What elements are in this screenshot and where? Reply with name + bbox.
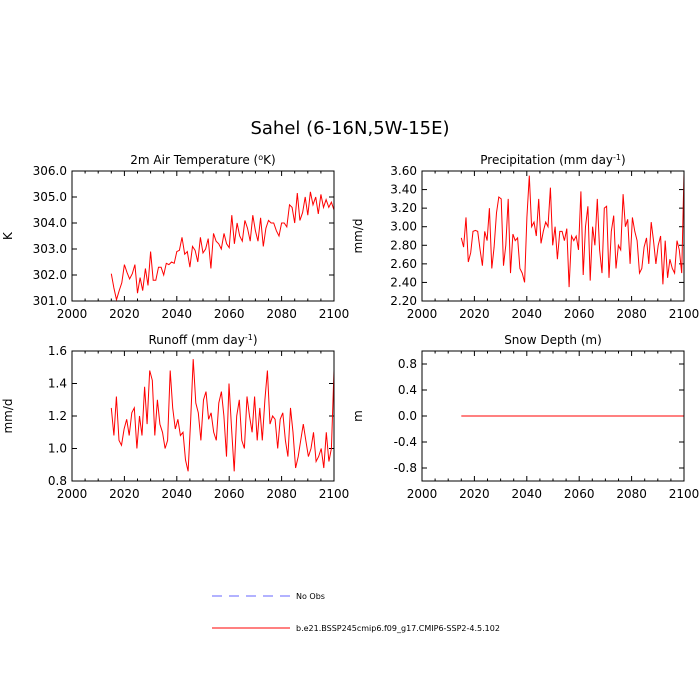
x-tick-label: 2020: [109, 487, 140, 501]
y-tick-label: 0.8: [398, 357, 417, 371]
x-tick-label: 2020: [459, 487, 490, 501]
x-tick-label: 2000: [57, 307, 88, 321]
legend: No Obs b.e21.BSSP245cmip6.f09_g17.CMIP6-S…: [212, 592, 500, 633]
series-line-1: [460, 172, 685, 288]
y-tick-label: 0.4: [398, 383, 417, 397]
y-tick-label: 1.4: [48, 377, 67, 391]
x-tick-label: 2060: [214, 487, 245, 501]
y-tick-label: 3.20: [390, 201, 417, 215]
panel-title: Runoff (mm day-1): [148, 333, 257, 348]
y-tick-label: 0.8: [48, 474, 67, 488]
x-tick-label: 2060: [564, 487, 595, 501]
x-tick-label: 2020: [109, 307, 140, 321]
y-tick-label: 2.40: [390, 275, 417, 289]
legend-label: No Obs: [296, 592, 325, 601]
y-tick-label: 1.2: [48, 409, 67, 423]
y-tick-label: 304.0: [33, 216, 67, 230]
x-tick-label: 2080: [616, 307, 647, 321]
x-tick-label: 2000: [407, 487, 438, 501]
y-tick-label: 3.00: [390, 220, 417, 234]
x-tick-label: 2060: [564, 307, 595, 321]
plot-frame: [71, 350, 335, 482]
y-tick-label: 2.20: [390, 294, 417, 308]
y-axis-label: mm/d: [351, 218, 365, 253]
panel-4: Snow Depth (m) m 2000 2020 2040 2060 2080 2100 -…: [351, 333, 699, 501]
y-axis-label: K: [1, 231, 15, 240]
panel-title: 2m Air Temperature (oK): [130, 153, 275, 168]
y-tick-label: 2.80: [390, 238, 417, 252]
y-tick-label: 303.0: [33, 242, 67, 256]
y-axis-label: m: [351, 410, 365, 422]
panel-title: Snow Depth (m): [504, 333, 602, 347]
y-tick-label: 0.0: [398, 409, 417, 423]
x-tick-label: 2100: [319, 307, 350, 321]
series-line-1: [110, 359, 335, 472]
legend-label: b.e21.BSSP245cmip6.f09_g17.CMIP6-SSP2-4.…: [296, 624, 500, 633]
panel-2: Precipitation (mm day-1) mm/d 2000 2020 2040…: [351, 153, 699, 322]
y-tick-label: 1.6: [48, 344, 67, 358]
x-tick-label: 2040: [162, 487, 193, 501]
x-tick-label: 2000: [57, 487, 88, 501]
x-tick-label: 2040: [162, 307, 193, 321]
x-tick-label: 2080: [616, 487, 647, 501]
x-tick-label: 2080: [266, 487, 297, 501]
plot-frame: [71, 170, 335, 302]
x-tick-label: 2040: [512, 307, 543, 321]
x-tick-label: 2080: [266, 307, 297, 321]
y-tick-label: 3.40: [390, 183, 417, 197]
panels: 2m Air Temperature (oK) K 2000 2020 2040 2060…: [1, 153, 699, 502]
y-tick-label: 1.0: [48, 442, 67, 456]
y-tick-label: -0.8: [394, 461, 417, 475]
y-tick-label: 305.0: [33, 190, 67, 204]
x-tick-label: 2060: [214, 307, 245, 321]
x-tick-label: 2100: [319, 487, 350, 501]
y-tick-label: 306.0: [33, 164, 67, 178]
y-tick-label: -0.4: [394, 435, 417, 449]
series-line-1: [110, 191, 335, 302]
x-tick-label: 2040: [512, 487, 543, 501]
x-tick-label: 2100: [669, 307, 700, 321]
y-axis-label: mm/d: [1, 398, 15, 433]
x-tick-label: 2000: [407, 307, 438, 321]
y-tick-label: 2.60: [390, 257, 417, 271]
plot-frame: [421, 170, 685, 302]
y-tick-label: 301.0: [33, 294, 67, 308]
panel-3: Runoff (mm day-1) mm/d 2000 2020 2040 2060 208…: [1, 333, 349, 502]
x-tick-label: 2100: [669, 487, 700, 501]
plot-frame: [421, 350, 685, 482]
y-tick-label: 302.0: [33, 268, 67, 282]
x-tick-label: 2020: [459, 307, 490, 321]
legend-item-1: No Obs: [212, 592, 325, 601]
legend-item-2: b.e21.BSSP245cmip6.f09_g17.CMIP6-SSP2-4.…: [212, 624, 500, 633]
panel-title: Precipitation (mm day-1): [480, 153, 625, 168]
y-tick-label: 3.60: [390, 164, 417, 178]
panel-1: 2m Air Temperature (oK) K 2000 2020 2040 2060…: [1, 153, 349, 322]
figure-title: Sahel (6-16N,5W-15E): [250, 118, 449, 139]
